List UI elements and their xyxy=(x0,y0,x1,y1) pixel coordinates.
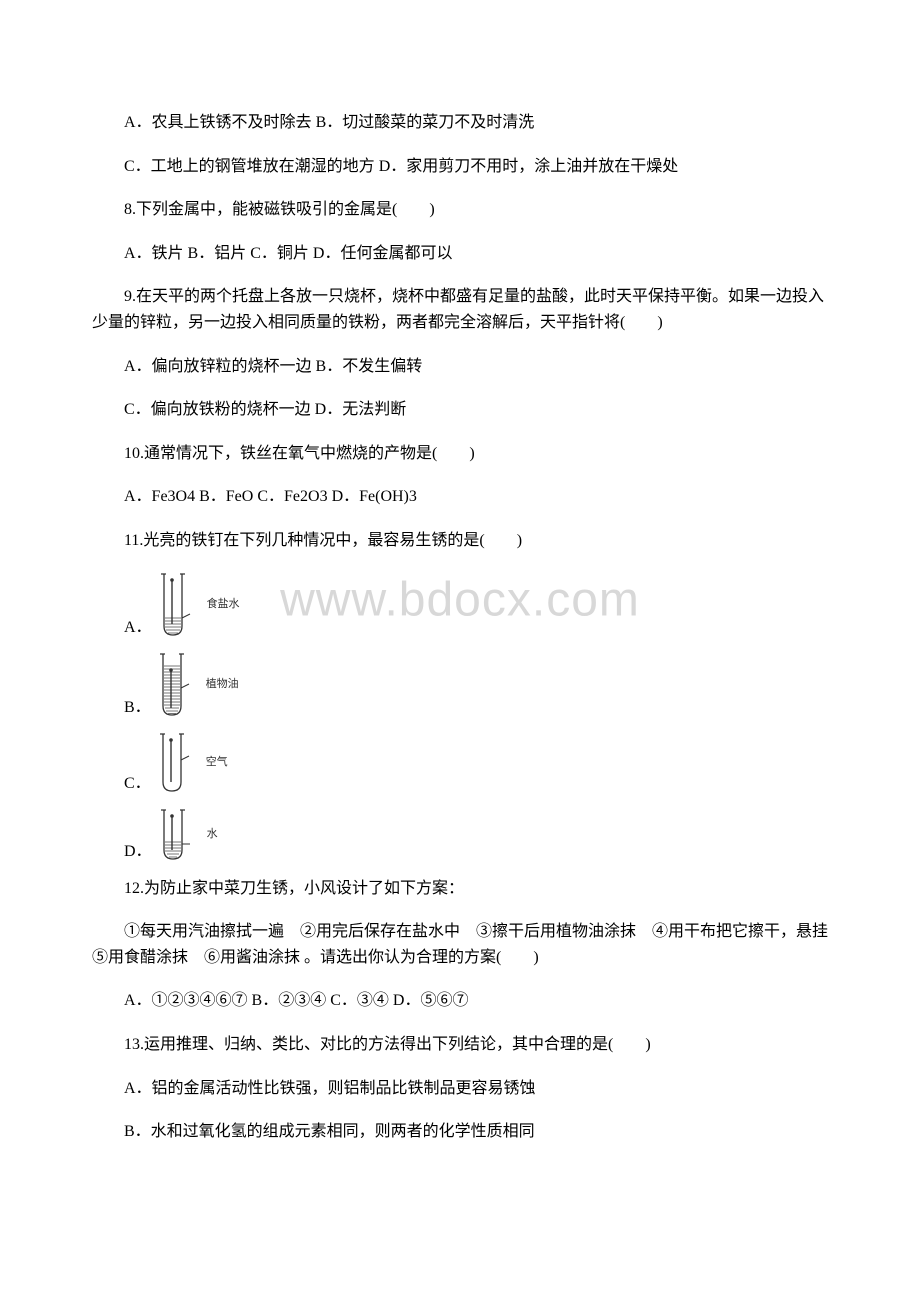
q11-c-side-label: 空气 xyxy=(206,756,228,768)
q11-d-side-label: 水 xyxy=(207,828,218,840)
q10-opts: A．Fe3O4 B．FeO C．Fe2O3 D．Fe(OH)3 xyxy=(92,484,828,510)
q12-opts: A．①②③④⑥⑦ B．②③④ C．③④ D．⑤⑥⑦ xyxy=(92,988,828,1014)
q8-opts: A．铁片 B．铝片 C．铜片 D．任何金属都可以 xyxy=(92,241,828,267)
tube-d-icon xyxy=(158,808,204,862)
q7-opt-c: C．工地上的钢管堆放在潮湿的地方 xyxy=(124,158,375,175)
q11-figure-a: A． 食盐水 xyxy=(124,572,828,638)
q11-figure-d: D． 水 xyxy=(124,808,828,862)
q12-body: ①每天用汽油擦拭一遍 ②用完后保存在盐水中 ③擦干后用植物油涂抹 ④用干布把它擦… xyxy=(92,919,828,970)
tube-a-icon xyxy=(158,572,204,638)
q11-stem: 11.光亮的铁钉在下列几种情况中，最容易生锈的是( ) xyxy=(92,528,828,554)
q11-figure-c: C． 空气 xyxy=(124,732,828,794)
tube-c-icon xyxy=(157,732,203,794)
q11-b-label: B． xyxy=(124,700,151,718)
q7-options-cd: C．工地上的钢管堆放在潮湿的地方 D．家用剪刀不用时，涂上油并放在干燥处 xyxy=(92,154,828,180)
q9-stem: 9.在天平的两个托盘上各放一只烧杯，烧杯中都盛有足量的盐酸，此时天平保持平衡。如… xyxy=(92,284,828,335)
q9-opts-cd: C．偏向放铁粉的烧杯一边 D．无法判断 xyxy=(92,397,828,423)
q11-figures: A． 食盐水 B． xyxy=(92,572,828,862)
q13-opt-a: A．铝的金属活动性比铁强，则铝制品比铁制品更容易锈蚀 xyxy=(92,1076,828,1102)
q11-d-label: D． xyxy=(124,844,152,862)
q12-stem: 12.为防止家中菜刀生锈，小风设计了如下方案： xyxy=(92,876,828,902)
q11-c-label: C． xyxy=(124,776,151,794)
q9-opts-ab: A．偏向放锌粒的烧杯一边 B．不发生偏转 xyxy=(92,354,828,380)
q8-stem: 8.下列金属中，能被磁铁吸引的金属是( ) xyxy=(92,197,828,223)
q7-opt-b: B．切过酸菜的菜刀不及时清洗 xyxy=(316,114,535,131)
q10-stem: 10.通常情况下，铁丝在氧气中燃烧的产物是( ) xyxy=(92,441,828,467)
q7-opt-a: A．农具上铁锈不及时除去 xyxy=(124,114,312,131)
q13-stem: 13.运用推理、归纳、类比、对比的方法得出下列结论，其中合理的是( ) xyxy=(92,1032,828,1058)
q7-options-ab: A．农具上铁锈不及时除去 B．切过酸菜的菜刀不及时清洗 xyxy=(92,110,828,136)
q11-figure-b: B． 植物油 xyxy=(124,652,828,718)
q7-opt-d: D．家用剪刀不用时，涂上油并放在干燥处 xyxy=(379,158,679,175)
q11-b-side-label: 植物油 xyxy=(206,678,239,690)
document-content: A．农具上铁锈不及时除去 B．切过酸菜的菜刀不及时清洗 C．工地上的钢管堆放在潮… xyxy=(0,0,920,1203)
q13-opt-b: B．水和过氧化氢的组成元素相同，则两者的化学性质相同 xyxy=(92,1119,828,1145)
q11-a-side-label: 食盐水 xyxy=(207,598,240,610)
q11-a-label: A． xyxy=(124,620,152,638)
tube-b-icon xyxy=(157,652,203,718)
